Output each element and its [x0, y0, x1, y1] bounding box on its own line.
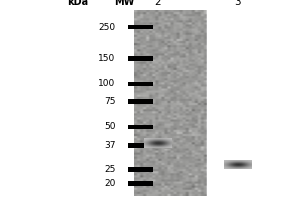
Bar	[134, 10, 206, 196]
Bar	[128, 143, 153, 148]
Text: 150: 150	[98, 54, 116, 63]
Text: 75: 75	[104, 97, 116, 106]
Bar	[128, 167, 153, 172]
Bar	[128, 82, 153, 86]
Text: 50: 50	[104, 122, 116, 131]
Text: 2: 2	[154, 0, 161, 7]
Text: 250: 250	[98, 23, 116, 32]
Bar	[128, 181, 153, 186]
Text: 20: 20	[104, 179, 116, 188]
Text: 25: 25	[104, 165, 116, 174]
Text: MW: MW	[114, 0, 135, 7]
Text: 100: 100	[98, 79, 116, 88]
Text: kDa: kDa	[68, 0, 88, 7]
Text: 3: 3	[234, 0, 240, 7]
Bar	[128, 125, 153, 129]
Bar	[128, 99, 153, 104]
Bar	[128, 56, 153, 61]
Text: 37: 37	[104, 141, 116, 150]
Bar	[128, 25, 153, 29]
